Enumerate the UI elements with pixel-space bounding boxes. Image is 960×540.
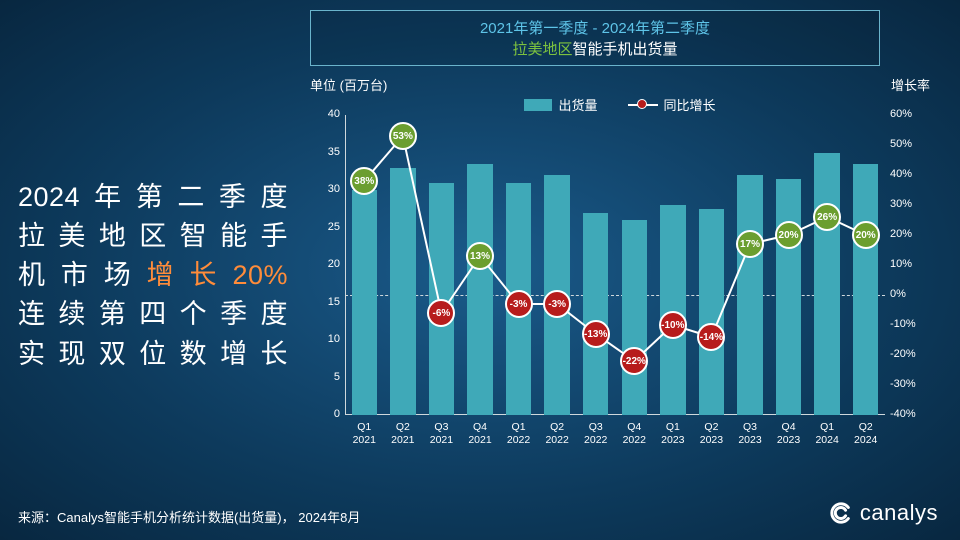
ytick-right: 10% xyxy=(890,258,930,270)
y-left-label: 单位 (百万台) xyxy=(310,75,387,94)
x-label: Q42022 xyxy=(615,421,653,447)
x-label: Q12021 xyxy=(345,421,383,447)
growth-dot: 20% xyxy=(852,221,880,249)
combo-chart: 单位 (百万台) 增长率 出货量 同比增长 0 5 10 15 20 25 30 35 40 -4… xyxy=(300,75,940,470)
ytick-left: 10 xyxy=(310,333,340,345)
x-label: Q32022 xyxy=(577,421,615,447)
ytick-left: 25 xyxy=(310,221,340,233)
ytick-right: -20% xyxy=(890,348,930,360)
ytick-left: 35 xyxy=(310,146,340,158)
growth-dot: 17% xyxy=(736,230,764,258)
legend-line-swatch xyxy=(628,104,658,106)
growth-line xyxy=(345,115,885,415)
headline-text: 2024年第二季度 拉美地区智能手 机市场增长20% 连续第四个季度 实现双位数… xyxy=(18,178,288,374)
ytick-left: 20 xyxy=(310,258,340,270)
growth-dot: -14% xyxy=(697,323,725,351)
legend: 出货量 同比增长 xyxy=(300,95,940,114)
growth-dot: 53% xyxy=(389,122,417,150)
x-label: Q22024 xyxy=(847,421,885,447)
title-subject: 拉美地区智能手机出货量 xyxy=(311,38,879,59)
brand-logo: canalys xyxy=(830,500,938,526)
x-label: Q22021 xyxy=(384,421,422,447)
ytick-right: -10% xyxy=(890,318,930,330)
x-label: Q22023 xyxy=(692,421,730,447)
ytick-right: 40% xyxy=(890,168,930,180)
growth-dot: -6% xyxy=(427,299,455,327)
canalys-icon xyxy=(830,502,852,524)
growth-dot: 20% xyxy=(775,221,803,249)
ytick-right: 50% xyxy=(890,138,930,150)
source-text: 来源：Canalys智能手机分析统计数据(出货量)， 2024年8月 xyxy=(18,507,360,526)
growth-dot: 13% xyxy=(466,242,494,270)
x-label: Q42021 xyxy=(461,421,499,447)
ytick-left: 30 xyxy=(310,183,340,195)
ytick-right: -40% xyxy=(890,408,930,420)
legend-bars: 出货量 xyxy=(524,95,597,114)
ytick-left: 0 xyxy=(310,408,340,420)
x-label: Q12024 xyxy=(808,421,846,447)
growth-dot: -3% xyxy=(505,290,533,318)
x-label: Q32023 xyxy=(731,421,769,447)
title-period: 2021年第一季度 - 2024年第二季度 xyxy=(311,17,879,38)
ytick-right: -30% xyxy=(890,378,930,390)
x-label: Q32021 xyxy=(422,421,460,447)
growth-dot: -10% xyxy=(659,311,687,339)
legend-line: 同比增长 xyxy=(628,95,716,114)
growth-dot: -22% xyxy=(620,347,648,375)
ytick-left: 40 xyxy=(310,108,340,120)
ytick-left: 5 xyxy=(310,371,340,383)
legend-dot-icon xyxy=(637,99,647,109)
ytick-right: 20% xyxy=(890,228,930,240)
chart-title-box: 2021年第一季度 - 2024年第二季度 拉美地区智能手机出货量 xyxy=(310,10,880,66)
x-label: Q42023 xyxy=(770,421,808,447)
x-label: Q12022 xyxy=(500,421,538,447)
growth-dot: -3% xyxy=(543,290,571,318)
legend-bar-swatch xyxy=(524,99,552,111)
brand-name: canalys xyxy=(860,500,938,526)
growth-dot: 26% xyxy=(813,203,841,231)
x-label: Q22022 xyxy=(538,421,576,447)
growth-dot: 38% xyxy=(350,167,378,195)
ytick-right: 60% xyxy=(890,108,930,120)
plot-area: 0510152025303540-40%-30%-20%-10%0%10%20%… xyxy=(345,115,885,415)
y-right-label: 增长率 xyxy=(891,75,930,94)
ytick-left: 15 xyxy=(310,296,340,308)
ytick-right: 0% xyxy=(890,288,930,300)
growth-dot: -13% xyxy=(582,320,610,348)
ytick-right: 30% xyxy=(890,198,930,210)
x-label: Q12023 xyxy=(654,421,692,447)
